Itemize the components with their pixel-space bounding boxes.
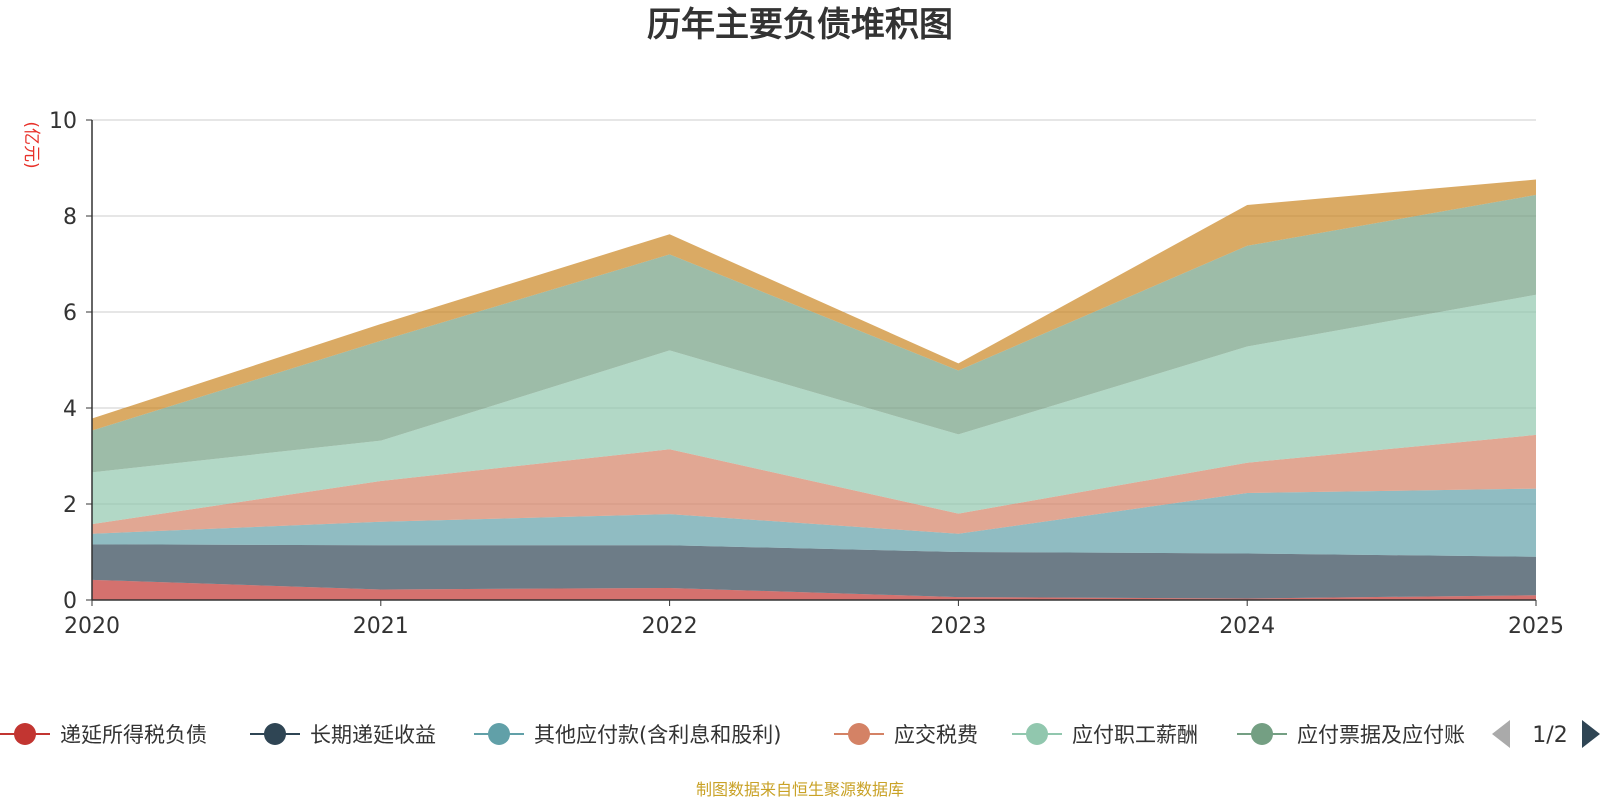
legend-label: 其他应付款(含利息和股利) — [534, 723, 781, 747]
legend-label: 应交税费 — [894, 723, 978, 747]
legend-page-indicator: 1/2 — [1532, 723, 1567, 748]
legend-label: 长期递延收益 — [310, 723, 436, 747]
y-axis-unit-label: (亿元) — [21, 121, 41, 168]
legend-item-3[interactable]: 应交税费 — [834, 723, 978, 747]
y-tick-label: 8 — [63, 205, 77, 230]
y-tick-label: 2 — [63, 493, 77, 518]
x-tick-label: 2021 — [353, 614, 409, 639]
legend-marker-icon — [14, 723, 36, 745]
area-series-group — [92, 179, 1536, 600]
legend-label: 应付票据及应付账 — [1297, 723, 1465, 747]
axes: 0 2 4 6 8 10 2020 2021 2022 2023 2024 2025 — [49, 109, 1564, 639]
legend-marker-icon — [1026, 723, 1048, 745]
legend-pager[interactable]: 1/2 — [1492, 720, 1600, 748]
area-series-4[interactable] — [92, 294, 1536, 525]
y-tick-label: 6 — [63, 301, 77, 326]
legend[interactable]: 递延所得税负债 长期递延收益 其他应付款(含利息和股利) 应交税费 应付职工薪酬 应付票据… — [0, 723, 1465, 747]
x-tick-label: 2020 — [64, 614, 120, 639]
legend-item-0[interactable]: 递延所得税负债 — [0, 723, 207, 747]
legend-prev-page-icon[interactable] — [1492, 720, 1510, 748]
legend-item-5[interactable]: 应付票据及应付账 — [1237, 723, 1465, 747]
legend-item-1[interactable]: 长期递延收益 — [250, 723, 436, 747]
legend-marker-icon — [848, 723, 870, 745]
y-tick-label: 0 — [63, 589, 77, 614]
area-series-6[interactable] — [92, 179, 1536, 431]
y-tick-label: 10 — [49, 109, 77, 134]
legend-marker-icon — [264, 723, 286, 745]
area-series-5[interactable] — [92, 194, 1536, 473]
area-series-0[interactable] — [92, 579, 1536, 600]
x-tick-label: 2023 — [930, 614, 986, 639]
legend-item-4[interactable]: 应付职工薪酬 — [1012, 723, 1198, 747]
legend-next-page-icon[interactable] — [1582, 720, 1600, 748]
area-series-3[interactable] — [92, 434, 1536, 534]
legend-label: 应付职工薪酬 — [1072, 723, 1198, 747]
data-source-note: 制图数据来自恒生聚源数据库 — [696, 780, 904, 799]
legend-marker-icon — [1251, 723, 1273, 745]
x-tick-label: 2022 — [642, 614, 698, 639]
x-tick-label: 2024 — [1219, 614, 1275, 639]
area-series-1[interactable] — [92, 544, 1536, 599]
legend-marker-icon — [488, 723, 510, 745]
legend-label: 递延所得税负债 — [60, 723, 207, 747]
x-tick-label: 2025 — [1508, 614, 1564, 639]
y-tick-label: 4 — [63, 397, 77, 422]
legend-item-2[interactable]: 其他应付款(含利息和股利) — [474, 723, 781, 747]
area-series-2[interactable] — [92, 488, 1536, 557]
chart-title: 历年主要负债堆积图 — [647, 5, 953, 45]
